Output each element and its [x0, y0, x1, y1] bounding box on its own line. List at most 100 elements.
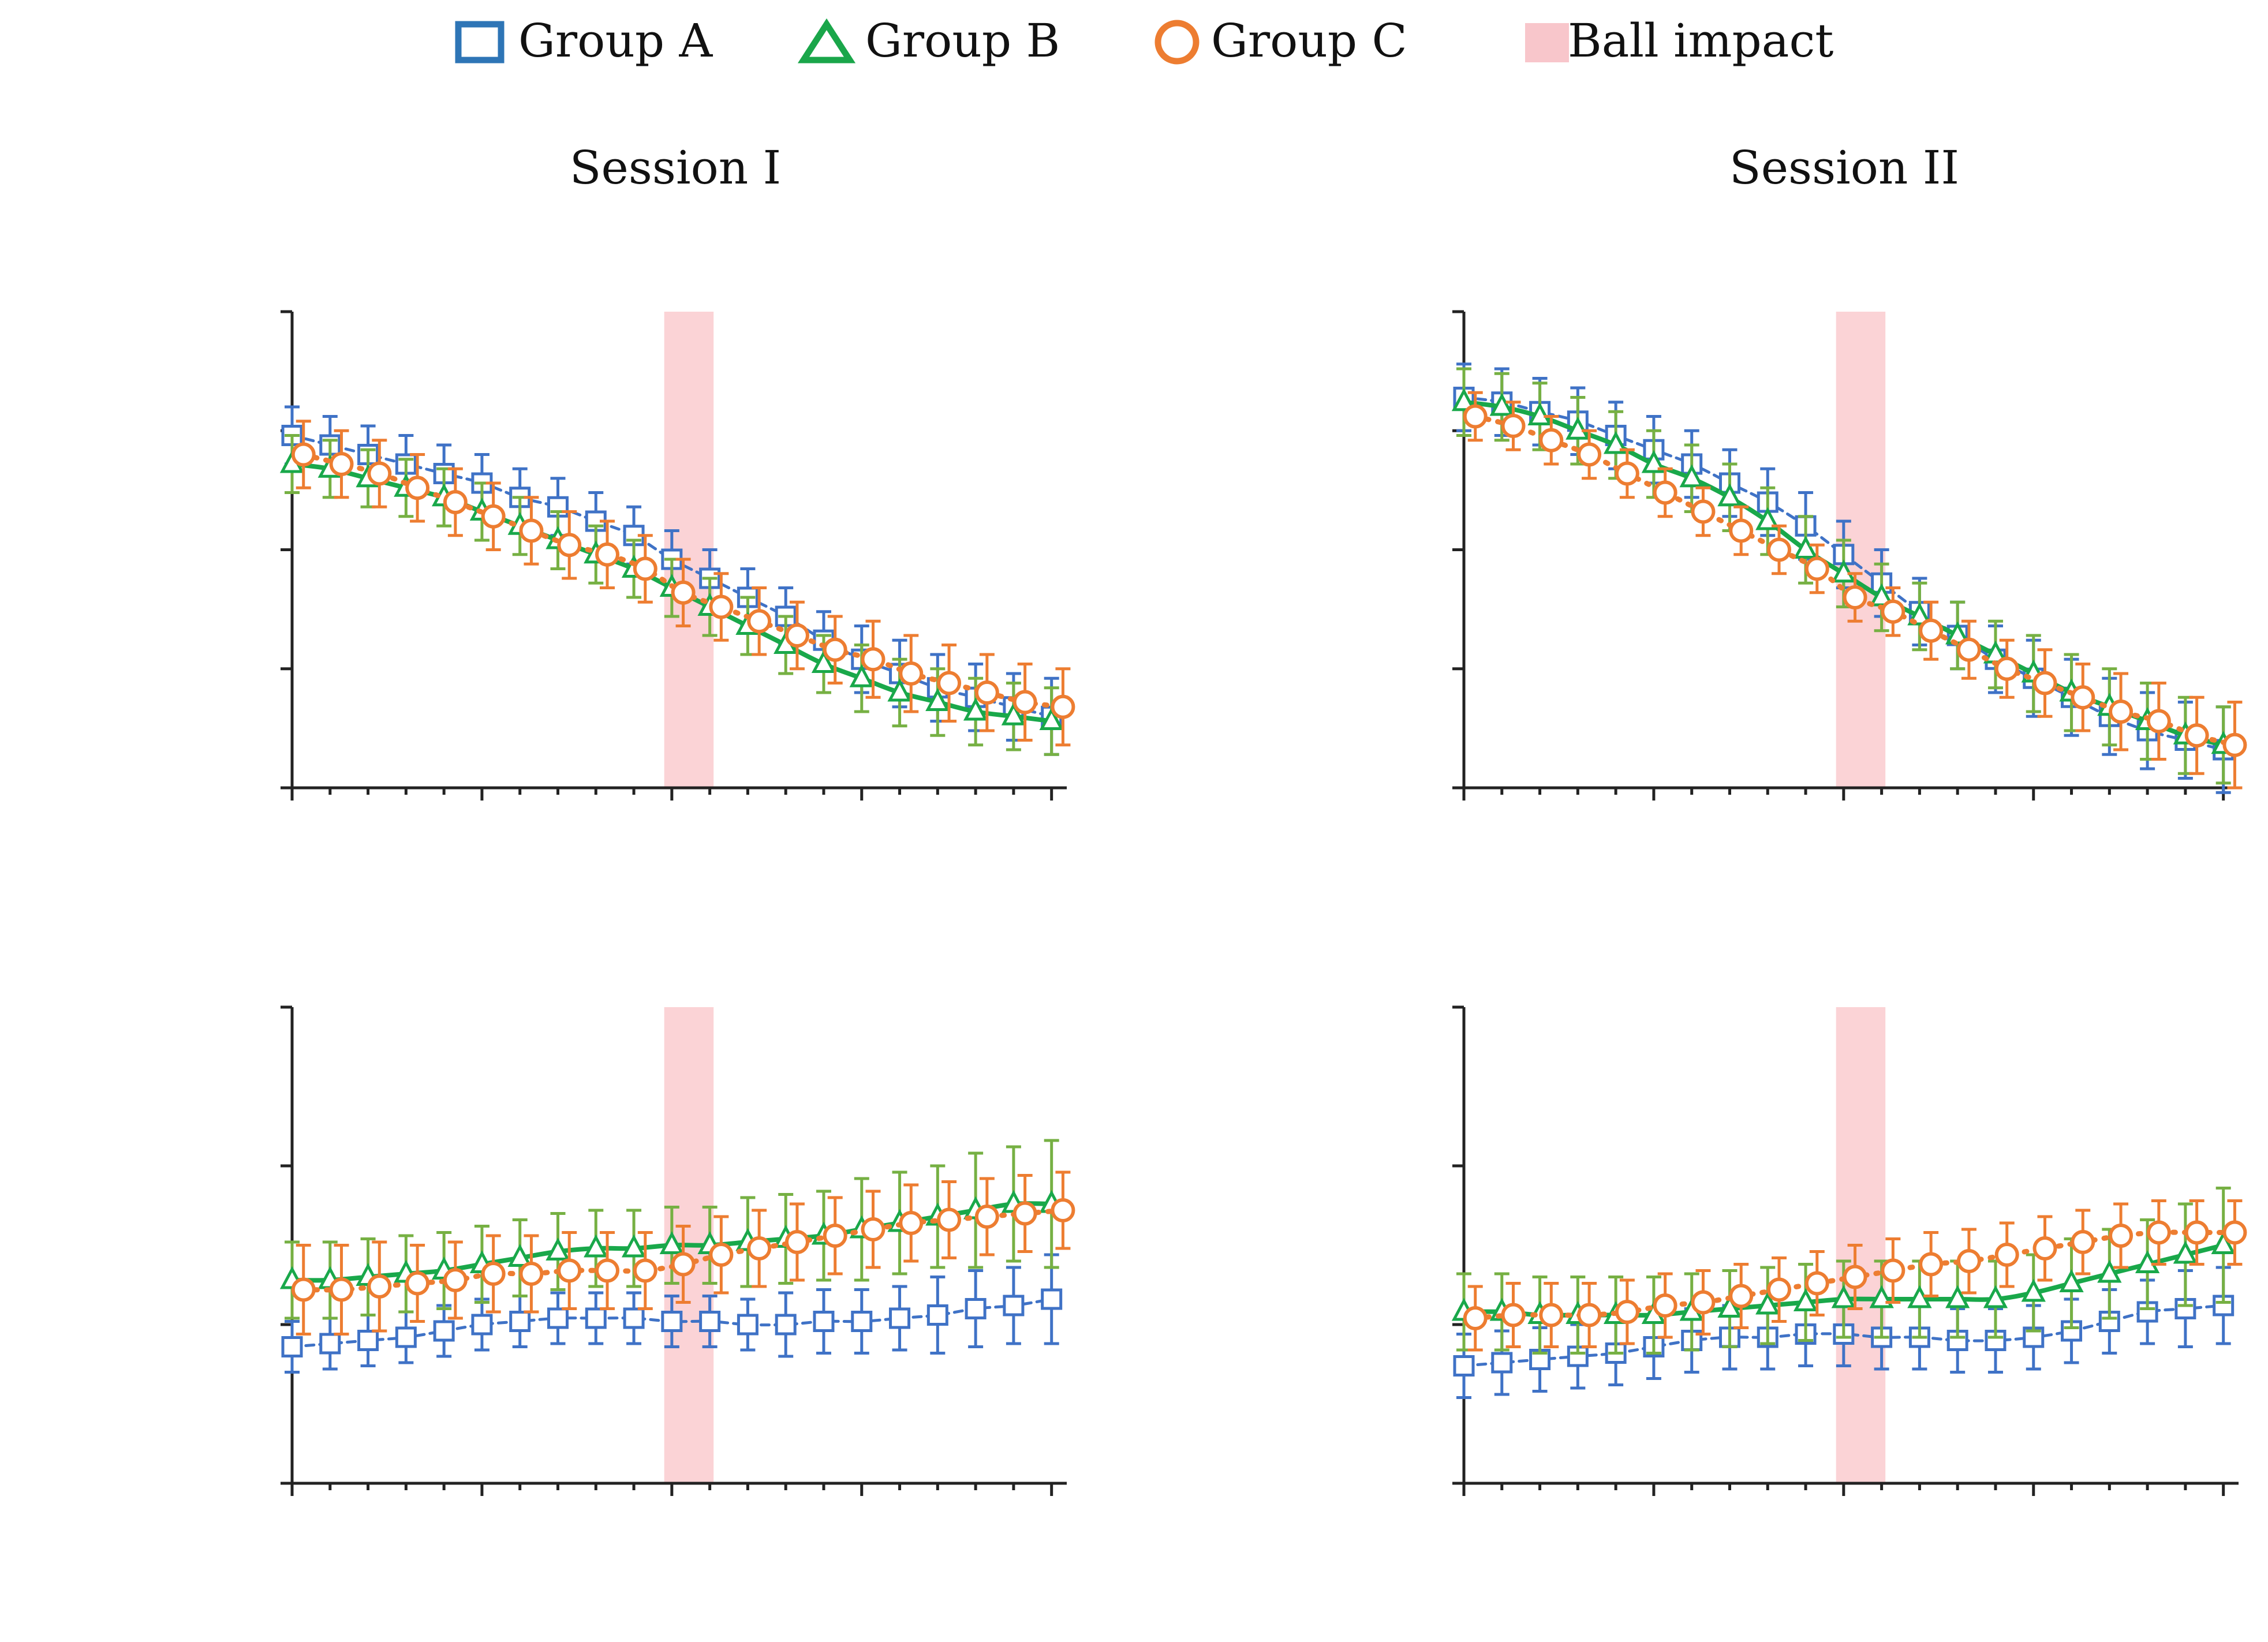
legend-item-ball-impact: Ball impact — [1525, 14, 1833, 68]
data-point-circle — [1994, 1243, 2019, 1267]
data-point-triangle — [621, 1234, 647, 1258]
data-point-circle — [747, 609, 772, 634]
data-point-circle — [1501, 414, 1526, 438]
data-point-circle — [367, 1274, 392, 1299]
data-point-triangle — [1039, 707, 1064, 730]
data-point-circle — [1994, 656, 2019, 681]
data-point-triangle — [2135, 1250, 2160, 1273]
data-point-circle — [974, 680, 999, 705]
data-point-triangle — [1679, 464, 1704, 488]
series-group-a — [281, 1253, 1063, 1374]
series-group-c — [1463, 391, 2247, 790]
data-point-square — [623, 1307, 645, 1329]
legend-item-group-a: Group A — [455, 14, 713, 68]
data-point-circle — [1729, 1284, 1754, 1308]
data-point-triangle — [1565, 416, 1590, 440]
data-point-circle — [861, 1217, 885, 1241]
series-group-c — [1463, 1199, 2247, 1352]
data-point-circle — [1843, 585, 1867, 609]
data-point-square — [661, 1311, 683, 1332]
panel-b — [1451, 310, 2247, 801]
data-point-square — [357, 1330, 379, 1351]
data-point-circle — [367, 461, 392, 486]
data-point-circle — [1653, 1293, 1677, 1318]
data-point-circle — [1919, 618, 1944, 643]
session-title-2: Session II — [1729, 141, 1959, 195]
data-point-triangle — [1755, 1291, 1780, 1315]
data-point-circle — [1539, 428, 1564, 452]
data-point-circle — [671, 580, 696, 605]
legend-label-group-a: Group A — [518, 14, 713, 68]
data-point-circle — [1577, 442, 1602, 467]
data-point-triangle — [1983, 1285, 2008, 1308]
data-point-circle — [2222, 732, 2247, 757]
data-point-square — [281, 1336, 303, 1357]
legend-label-ball-impact: Ball impact — [1568, 14, 1833, 68]
data-point-circle — [2032, 1236, 2057, 1261]
data-point-circle — [2109, 1224, 2134, 1248]
data-point-triangle — [1489, 392, 1514, 416]
data-point-triangle — [2021, 1278, 2046, 1302]
data-point-square — [1985, 1330, 2007, 1351]
data-point-circle — [2071, 685, 2095, 710]
legend-label-group-b: Group B — [865, 14, 1060, 68]
data-point-circle — [1539, 1303, 1564, 1327]
data-point-circle — [291, 442, 316, 467]
data-point-circle — [633, 556, 657, 581]
data-point-circle — [291, 1277, 316, 1302]
data-point-triangle — [659, 1231, 685, 1254]
data-point-circle — [1051, 694, 1075, 719]
data-point-triangle — [1793, 1288, 1818, 1311]
data-point-circle — [1919, 1252, 1944, 1277]
data-point-circle — [2222, 1220, 2247, 1245]
data-point-circle — [557, 1258, 582, 1283]
data-point-circle — [443, 490, 468, 514]
data-point-circle — [937, 1207, 962, 1232]
data-point-circle — [974, 1205, 999, 1229]
data-point-circle — [2184, 723, 2209, 748]
data-point-circle — [709, 594, 734, 619]
data-point-circle — [1691, 1290, 1716, 1315]
data-point-circle — [595, 542, 620, 567]
panel-d — [1451, 1005, 2247, 1496]
data-point-circle — [2146, 709, 2171, 734]
data-point-square — [1491, 1352, 1513, 1374]
data-point-circle — [784, 1230, 809, 1254]
data-point-square — [433, 1320, 455, 1342]
data-point-circle — [329, 1277, 354, 1302]
data-point-square — [813, 1311, 835, 1332]
data-point-triangle — [1527, 402, 1552, 425]
data-point-square — [737, 1314, 759, 1336]
data-point-circle — [671, 1252, 696, 1277]
data-point-circle — [1653, 480, 1677, 505]
panel-c — [279, 1005, 1075, 1496]
legend-square-marker — [455, 21, 505, 63]
data-point-triangle — [584, 1234, 608, 1258]
data-point-triangle — [1717, 1295, 1742, 1318]
data-point-circle — [861, 647, 885, 672]
data-point-circle — [1767, 537, 1792, 562]
data-point-circle — [1956, 637, 1981, 662]
legend-item-group-c: Group C — [1154, 14, 1407, 68]
data-point-circle — [2184, 1220, 2209, 1245]
data-point-triangle — [1755, 507, 1780, 530]
data-point-triangle — [1451, 388, 1477, 412]
data-point-triangle — [963, 697, 988, 721]
data-point-circle — [481, 504, 506, 529]
data-point-circle — [2071, 1230, 2095, 1254]
data-point-triangle — [1793, 536, 1818, 559]
panel-a — [279, 310, 1075, 801]
data-point-square — [965, 1298, 987, 1319]
series-group-c — [291, 420, 1075, 747]
data-point-circle — [784, 623, 809, 648]
data-point-circle — [2109, 700, 2134, 724]
data-point-square — [319, 1333, 341, 1355]
data-point-circle — [1615, 461, 1639, 486]
data-point-circle — [709, 1243, 734, 1267]
data-point-circle — [747, 1236, 772, 1261]
data-point-circle — [1881, 1258, 1905, 1283]
data-point-circle — [519, 1262, 544, 1286]
data-point-circle — [2032, 671, 2057, 695]
data-point-triangle — [1603, 431, 1628, 454]
